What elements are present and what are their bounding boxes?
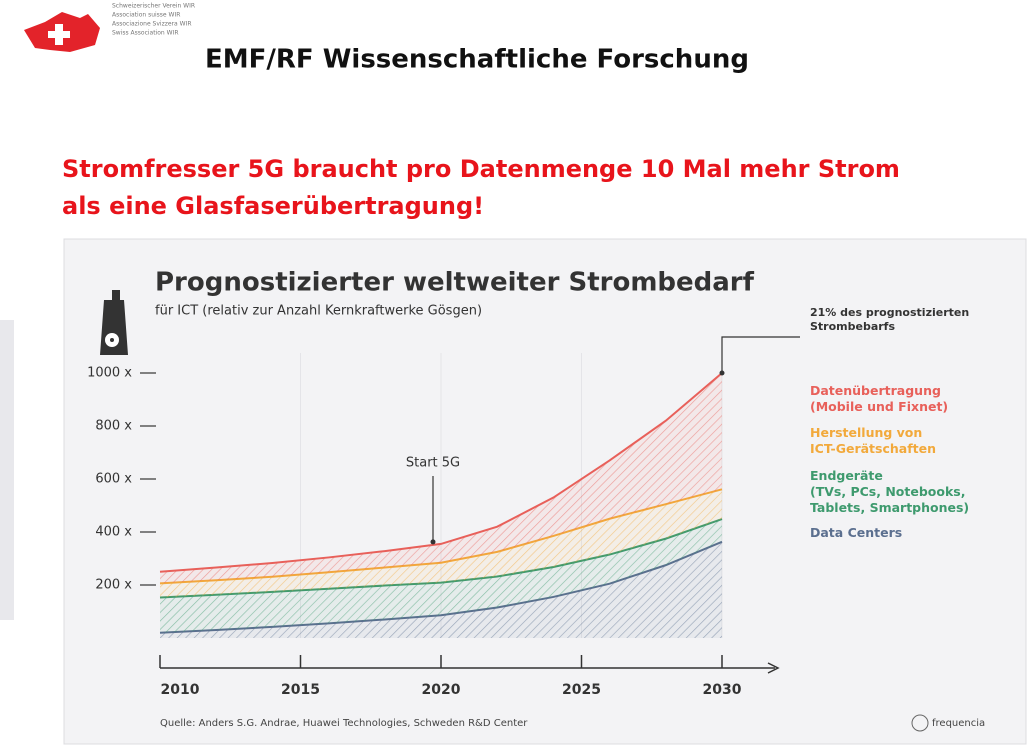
org-line: Associazione Svizzera WIR — [112, 21, 192, 28]
y-tick-label: 400 x — [95, 525, 132, 540]
area-fill — [160, 373, 722, 584]
area-fill — [160, 541, 722, 638]
legend-entry: Herstellung von ICT-Gerätschaften — [810, 425, 936, 456]
plant-icon — [110, 338, 114, 342]
annotation: 21% des prognostizierten Strombebarfs — [810, 306, 970, 333]
logo-cross — [48, 24, 70, 45]
y-tick-label: 600 x — [95, 472, 132, 487]
chart-panel — [63, 238, 1027, 745]
headline: als eine Glasfaserübertragung! — [62, 192, 484, 220]
decor — [0, 320, 14, 620]
legend-entry: Data Centers — [810, 525, 903, 540]
headline: Stromfresser 5G braucht pro Datenmenge 1… — [62, 155, 900, 183]
x-tick-label: 2010 — [161, 682, 200, 698]
chart-subtitle: für ICT (relativ zur Anzahl Kernkraftwer… — [155, 304, 482, 319]
org-line: Swiss Association WIR — [112, 30, 178, 37]
y-tick-label: 1000 x — [87, 366, 132, 381]
chart-title: Prognostizierter weltweiter Strombedarf — [155, 268, 755, 298]
source: Quelle: Anders S.G. Andrae, Huawei Techn… — [160, 718, 528, 729]
logo-icon — [911, 714, 929, 732]
legend-entry: Datenübertragung (Mobile und Fixnet) — [810, 383, 949, 414]
area-fill — [160, 519, 722, 633]
x-tick-label: 2015 — [281, 682, 320, 698]
x-tick-label: 2030 — [703, 682, 742, 698]
y-tick-label: 800 x — [95, 419, 132, 434]
legend-entry: Endgeräte (TVs, PCs, Notebooks, Tablets,… — [810, 468, 970, 515]
x-axis-arrow — [767, 662, 780, 674]
x-tick-label: 2025 — [562, 682, 601, 698]
slide-title: EMF/RF Wissenschaftliche Forschung — [205, 45, 749, 75]
annotation-dot — [430, 539, 436, 545]
annotation-dot — [719, 370, 725, 376]
x-tick-label: 2020 — [422, 682, 461, 698]
org-line: Schweizerischer Verein WIR — [112, 3, 195, 10]
logo-text: frequencia — [932, 718, 985, 729]
series-line — [159, 372, 723, 573]
area-fill — [160, 489, 722, 598]
annotation-line — [721, 336, 800, 373]
org-line: Association suisse WIR — [112, 12, 180, 19]
y-tick-label: 200 x — [95, 578, 132, 593]
annotation: Start 5G — [406, 456, 460, 471]
